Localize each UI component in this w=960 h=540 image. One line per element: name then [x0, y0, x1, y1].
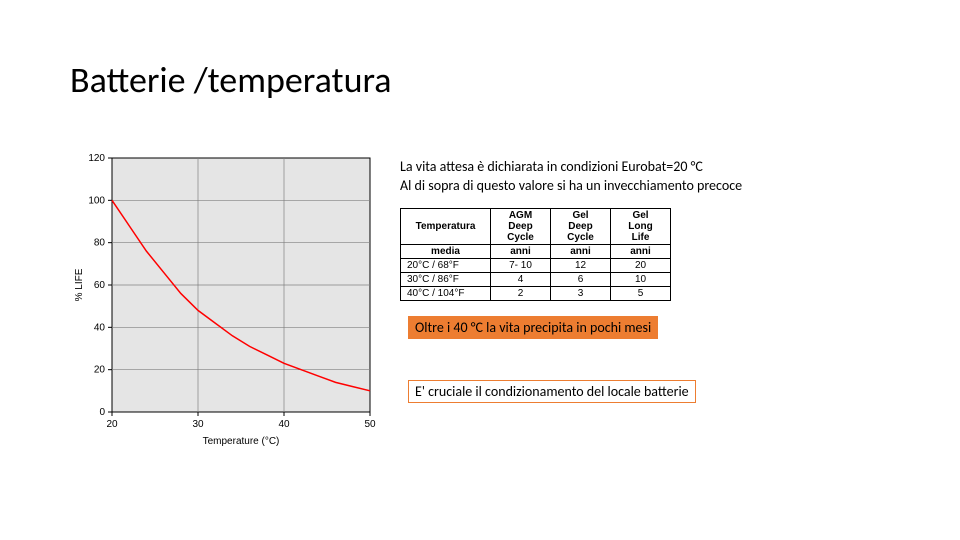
svg-text:100: 100 [88, 195, 105, 206]
svg-text:Temperature (°C): Temperature (°C) [203, 436, 280, 447]
svg-text:50: 50 [364, 419, 376, 430]
table-subheader: anni [611, 245, 671, 259]
table-header: GelDeepCycle [551, 209, 611, 245]
intro-line1: La vita attesa è dichiarata in condizion… [400, 158, 742, 177]
page-title: Batterie /temperatura [70, 58, 392, 102]
table-cell: 5 [611, 287, 671, 301]
svg-text:40: 40 [94, 322, 106, 333]
table-header: GelLongLife [611, 209, 671, 245]
table-cell: 4 [491, 273, 551, 287]
life-chart: 02040608010012020304050Temperature (°C)%… [70, 150, 380, 450]
table-cell: 30°C / 86°F [401, 273, 491, 287]
table-cell: 20 [611, 259, 671, 273]
table-cell: 7- 10 [491, 259, 551, 273]
callout-orange: Oltre i 40 °C la vita precipita in pochi… [408, 316, 658, 339]
table-cell: 3 [551, 287, 611, 301]
table-row: 20°C / 68°F7- 101220 [401, 259, 671, 273]
table-header: AGMDeepCycle [491, 209, 551, 245]
svg-text:30: 30 [192, 419, 204, 430]
table-subheader: anni [551, 245, 611, 259]
table-subheader: media [401, 245, 491, 259]
table-subheader: anni [491, 245, 551, 259]
svg-text:0: 0 [99, 407, 105, 418]
svg-text:60: 60 [94, 280, 106, 291]
svg-text:20: 20 [106, 419, 118, 430]
life-table: TemperaturaAGMDeepCycleGelDeepCycleGelLo… [400, 208, 671, 301]
table-cell: 20°C / 68°F [401, 259, 491, 273]
table-cell: 40°C / 104°F [401, 287, 491, 301]
svg-text:120: 120 [88, 153, 105, 164]
table-cell: 6 [551, 273, 611, 287]
callout-white: E' cruciale il condizionamento del local… [408, 380, 696, 403]
intro-line2: Al di sopra di questo valore si ha un in… [400, 177, 742, 196]
intro-text: La vita attesa è dichiarata in condizion… [400, 158, 742, 196]
table-cell: 2 [491, 287, 551, 301]
svg-text:80: 80 [94, 238, 106, 249]
table-row: 30°C / 86°F4610 [401, 273, 671, 287]
svg-text:40: 40 [278, 419, 290, 430]
svg-text:20: 20 [94, 365, 106, 376]
svg-text:% LIFE: % LIFE [74, 268, 85, 301]
table-header: Temperatura [401, 209, 491, 245]
table-row: 40°C / 104°F235 [401, 287, 671, 301]
table-cell: 10 [611, 273, 671, 287]
table-cell: 12 [551, 259, 611, 273]
